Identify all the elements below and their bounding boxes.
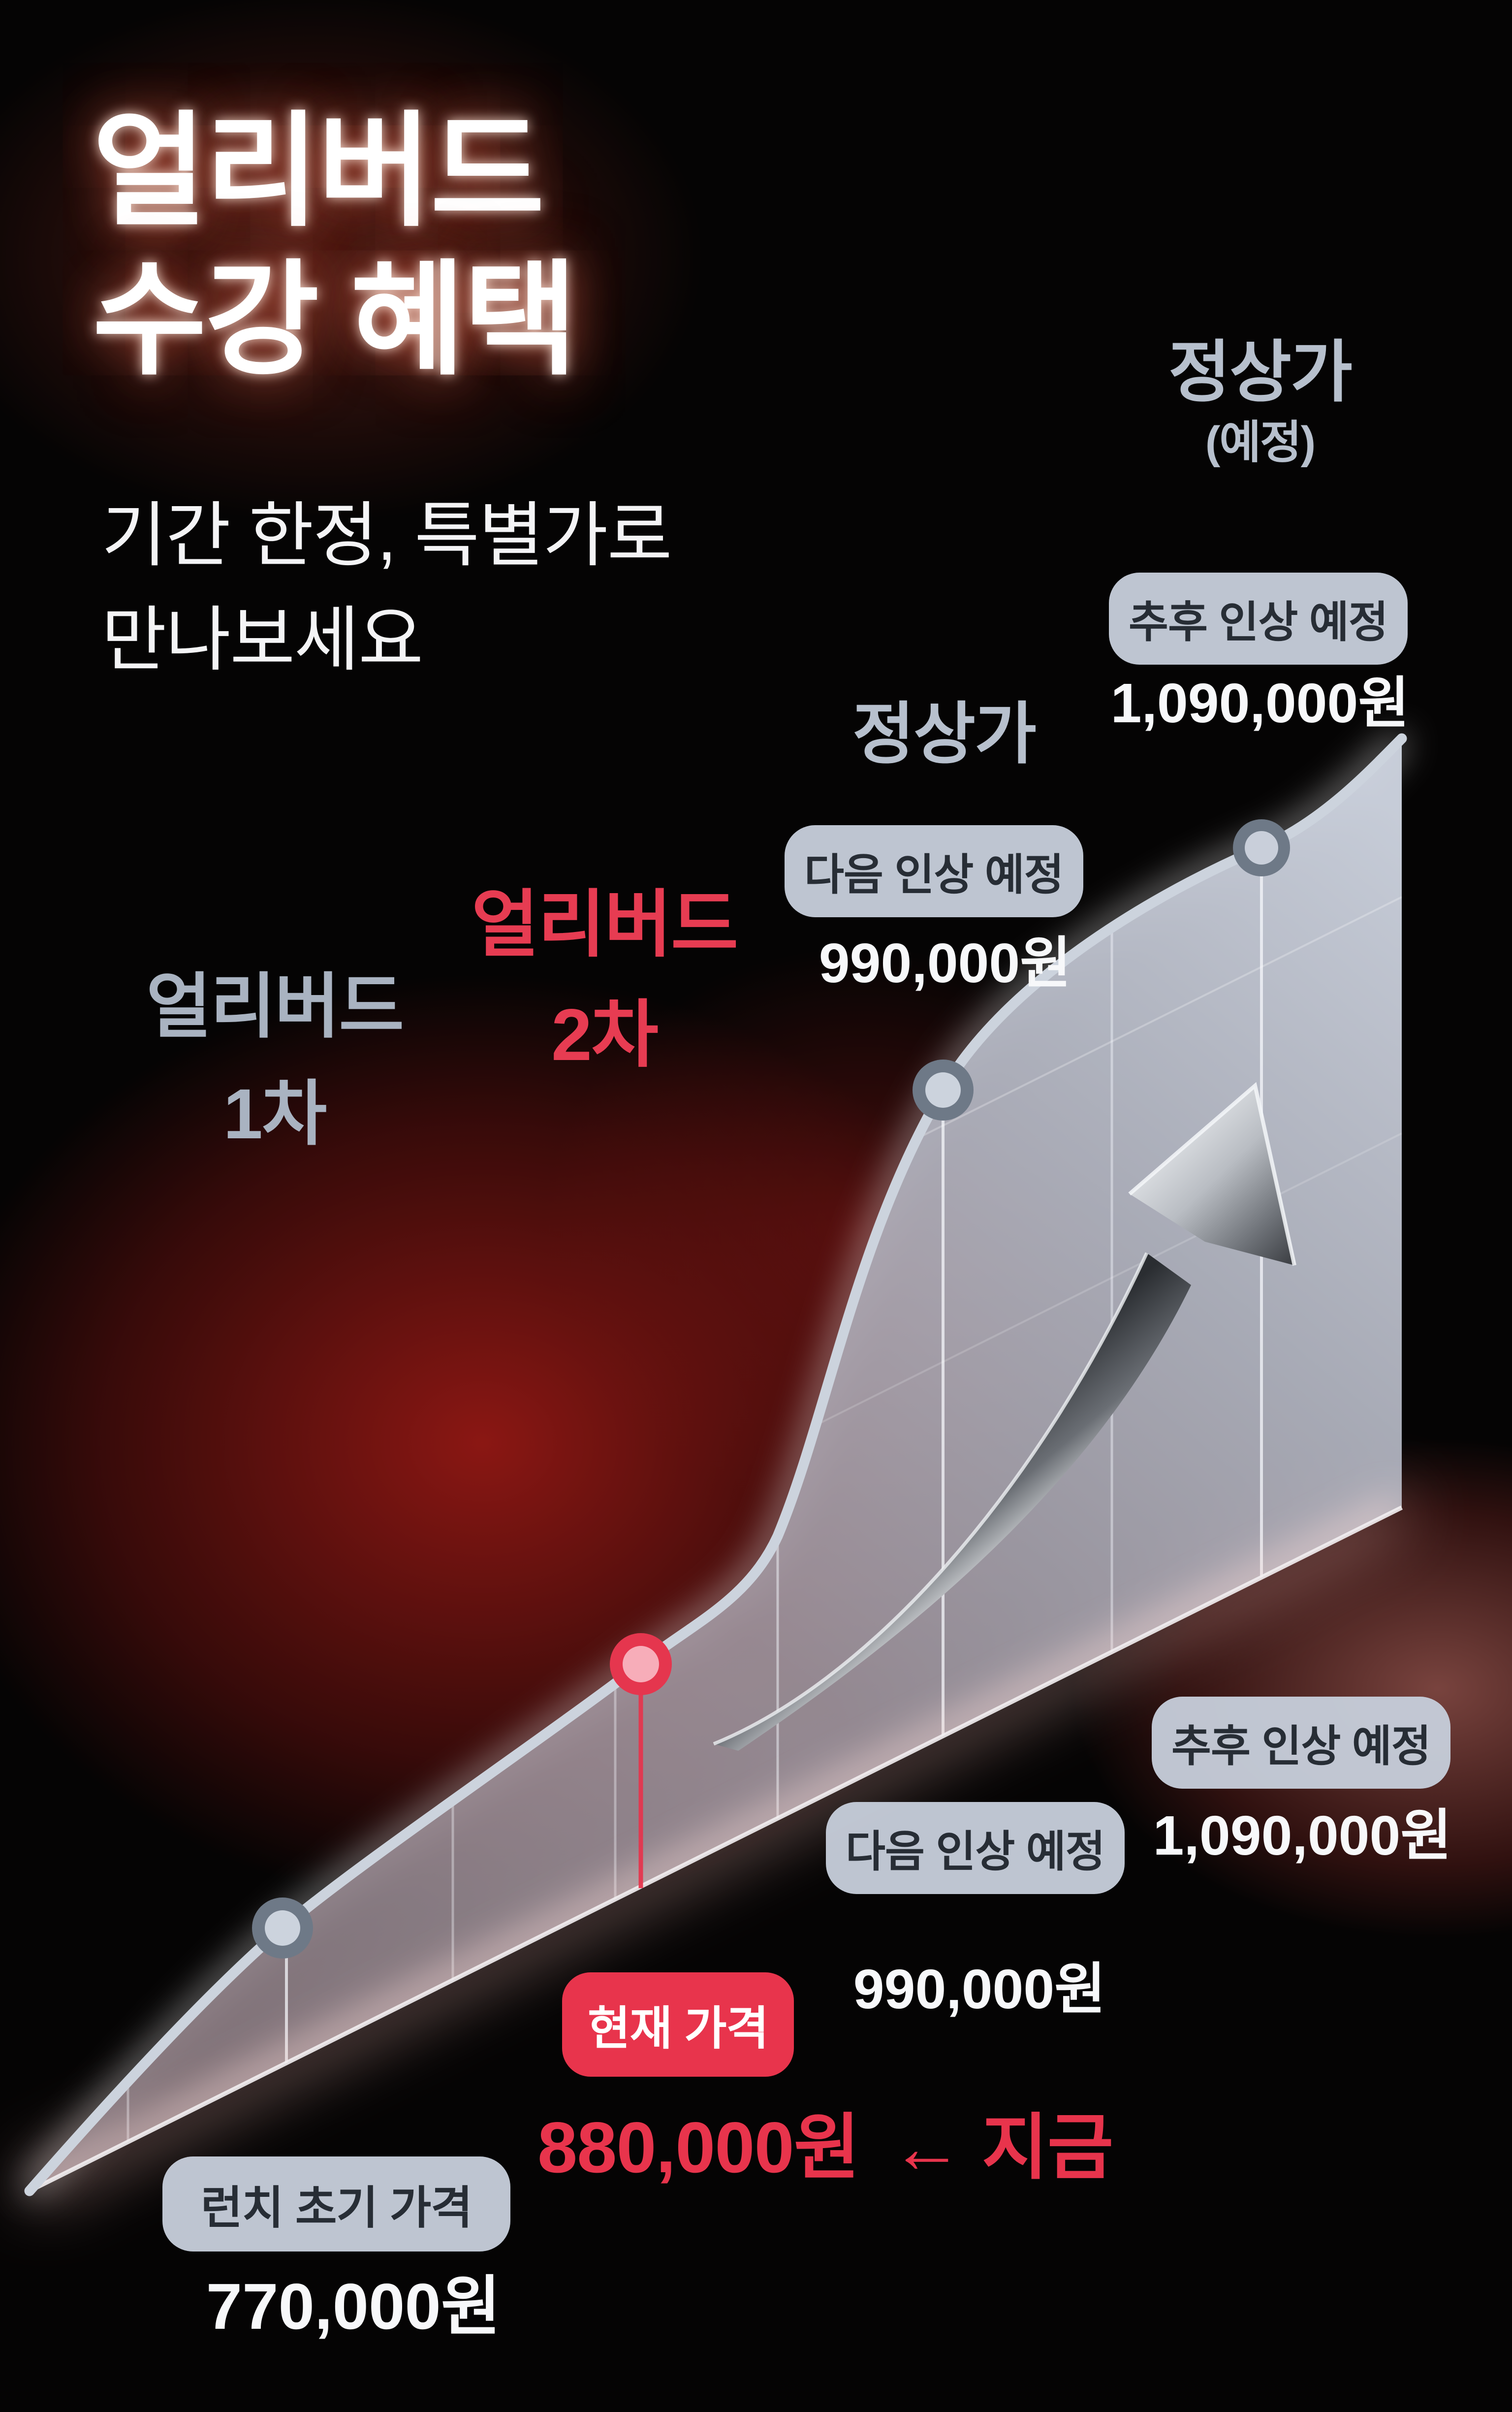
baseline (28, 1505, 1403, 2193)
current-price-value: 880,000원 (537, 2107, 860, 2187)
current-price-row: 880,000원 ← 지금 (537, 2090, 1113, 2193)
page-title-line2: 수강 혜택 (93, 251, 577, 389)
page-title-line1: 얼리버드 (93, 102, 544, 241)
stage4-sub: (예정) (1205, 418, 1316, 468)
badge-bottom-next-increase: 다음 인상 예정 (826, 1802, 1125, 1894)
page-subtitle-line2: 만나보세요 (101, 600, 423, 679)
price-bottom-next: 990,000원 (853, 1958, 1106, 2020)
marker-current-dot (610, 1633, 672, 1695)
page-subtitle: 기간 한정, 특별가로 만나보세요 (101, 483, 672, 692)
stage2-line2: 2차 (551, 994, 659, 1076)
price-bottom-future: 1,090,000원 (1153, 1804, 1452, 1866)
stage-label-regular: 정상가 (852, 697, 1037, 772)
current-price-note: ← 지금 (891, 2107, 1113, 2187)
stage1-line2: 1차 (223, 1074, 327, 1154)
page-title: 얼리버드 수강 혜택 (93, 97, 577, 395)
badge-launch-price: 런치 초기 가격 (162, 2156, 510, 2251)
badge-top-future-increase: 추후 인상 예정 (1109, 573, 1408, 665)
price-launch: 770,000원 (206, 2270, 501, 2343)
area-fill (30, 739, 1402, 2191)
stage-label-regular-planned: 정상가 (예정) (1088, 336, 1432, 470)
badge-bottom-future-increase: 추후 인상 예정 (1152, 1697, 1450, 1789)
page-subtitle-line1: 기간 한정, 특별가로 (101, 496, 672, 575)
marker-stage3-dot (913, 1060, 974, 1121)
stage1-line1: 얼리버드 (146, 967, 404, 1046)
stage2-line1: 얼리버드 (471, 883, 738, 965)
badge-current-price: 현재 가격 (562, 1972, 794, 2077)
up-arrow-icon (713, 1082, 1296, 1751)
price-top-future: 1,090,000원 (1110, 672, 1410, 734)
marker-stage4-dot (1233, 819, 1290, 876)
stage-label-earlybird-1: 얼리버드 1차 (127, 953, 422, 1168)
price-top-next: 990,000원 (819, 932, 1071, 994)
marker-stage1-dot (252, 1897, 313, 1959)
stage4-main: 정상가 (1168, 335, 1353, 410)
stage-label-earlybird-2: 얼리버드 2차 (457, 869, 752, 1090)
badge-top-next-increase: 다음 인상 예정 (785, 825, 1083, 917)
